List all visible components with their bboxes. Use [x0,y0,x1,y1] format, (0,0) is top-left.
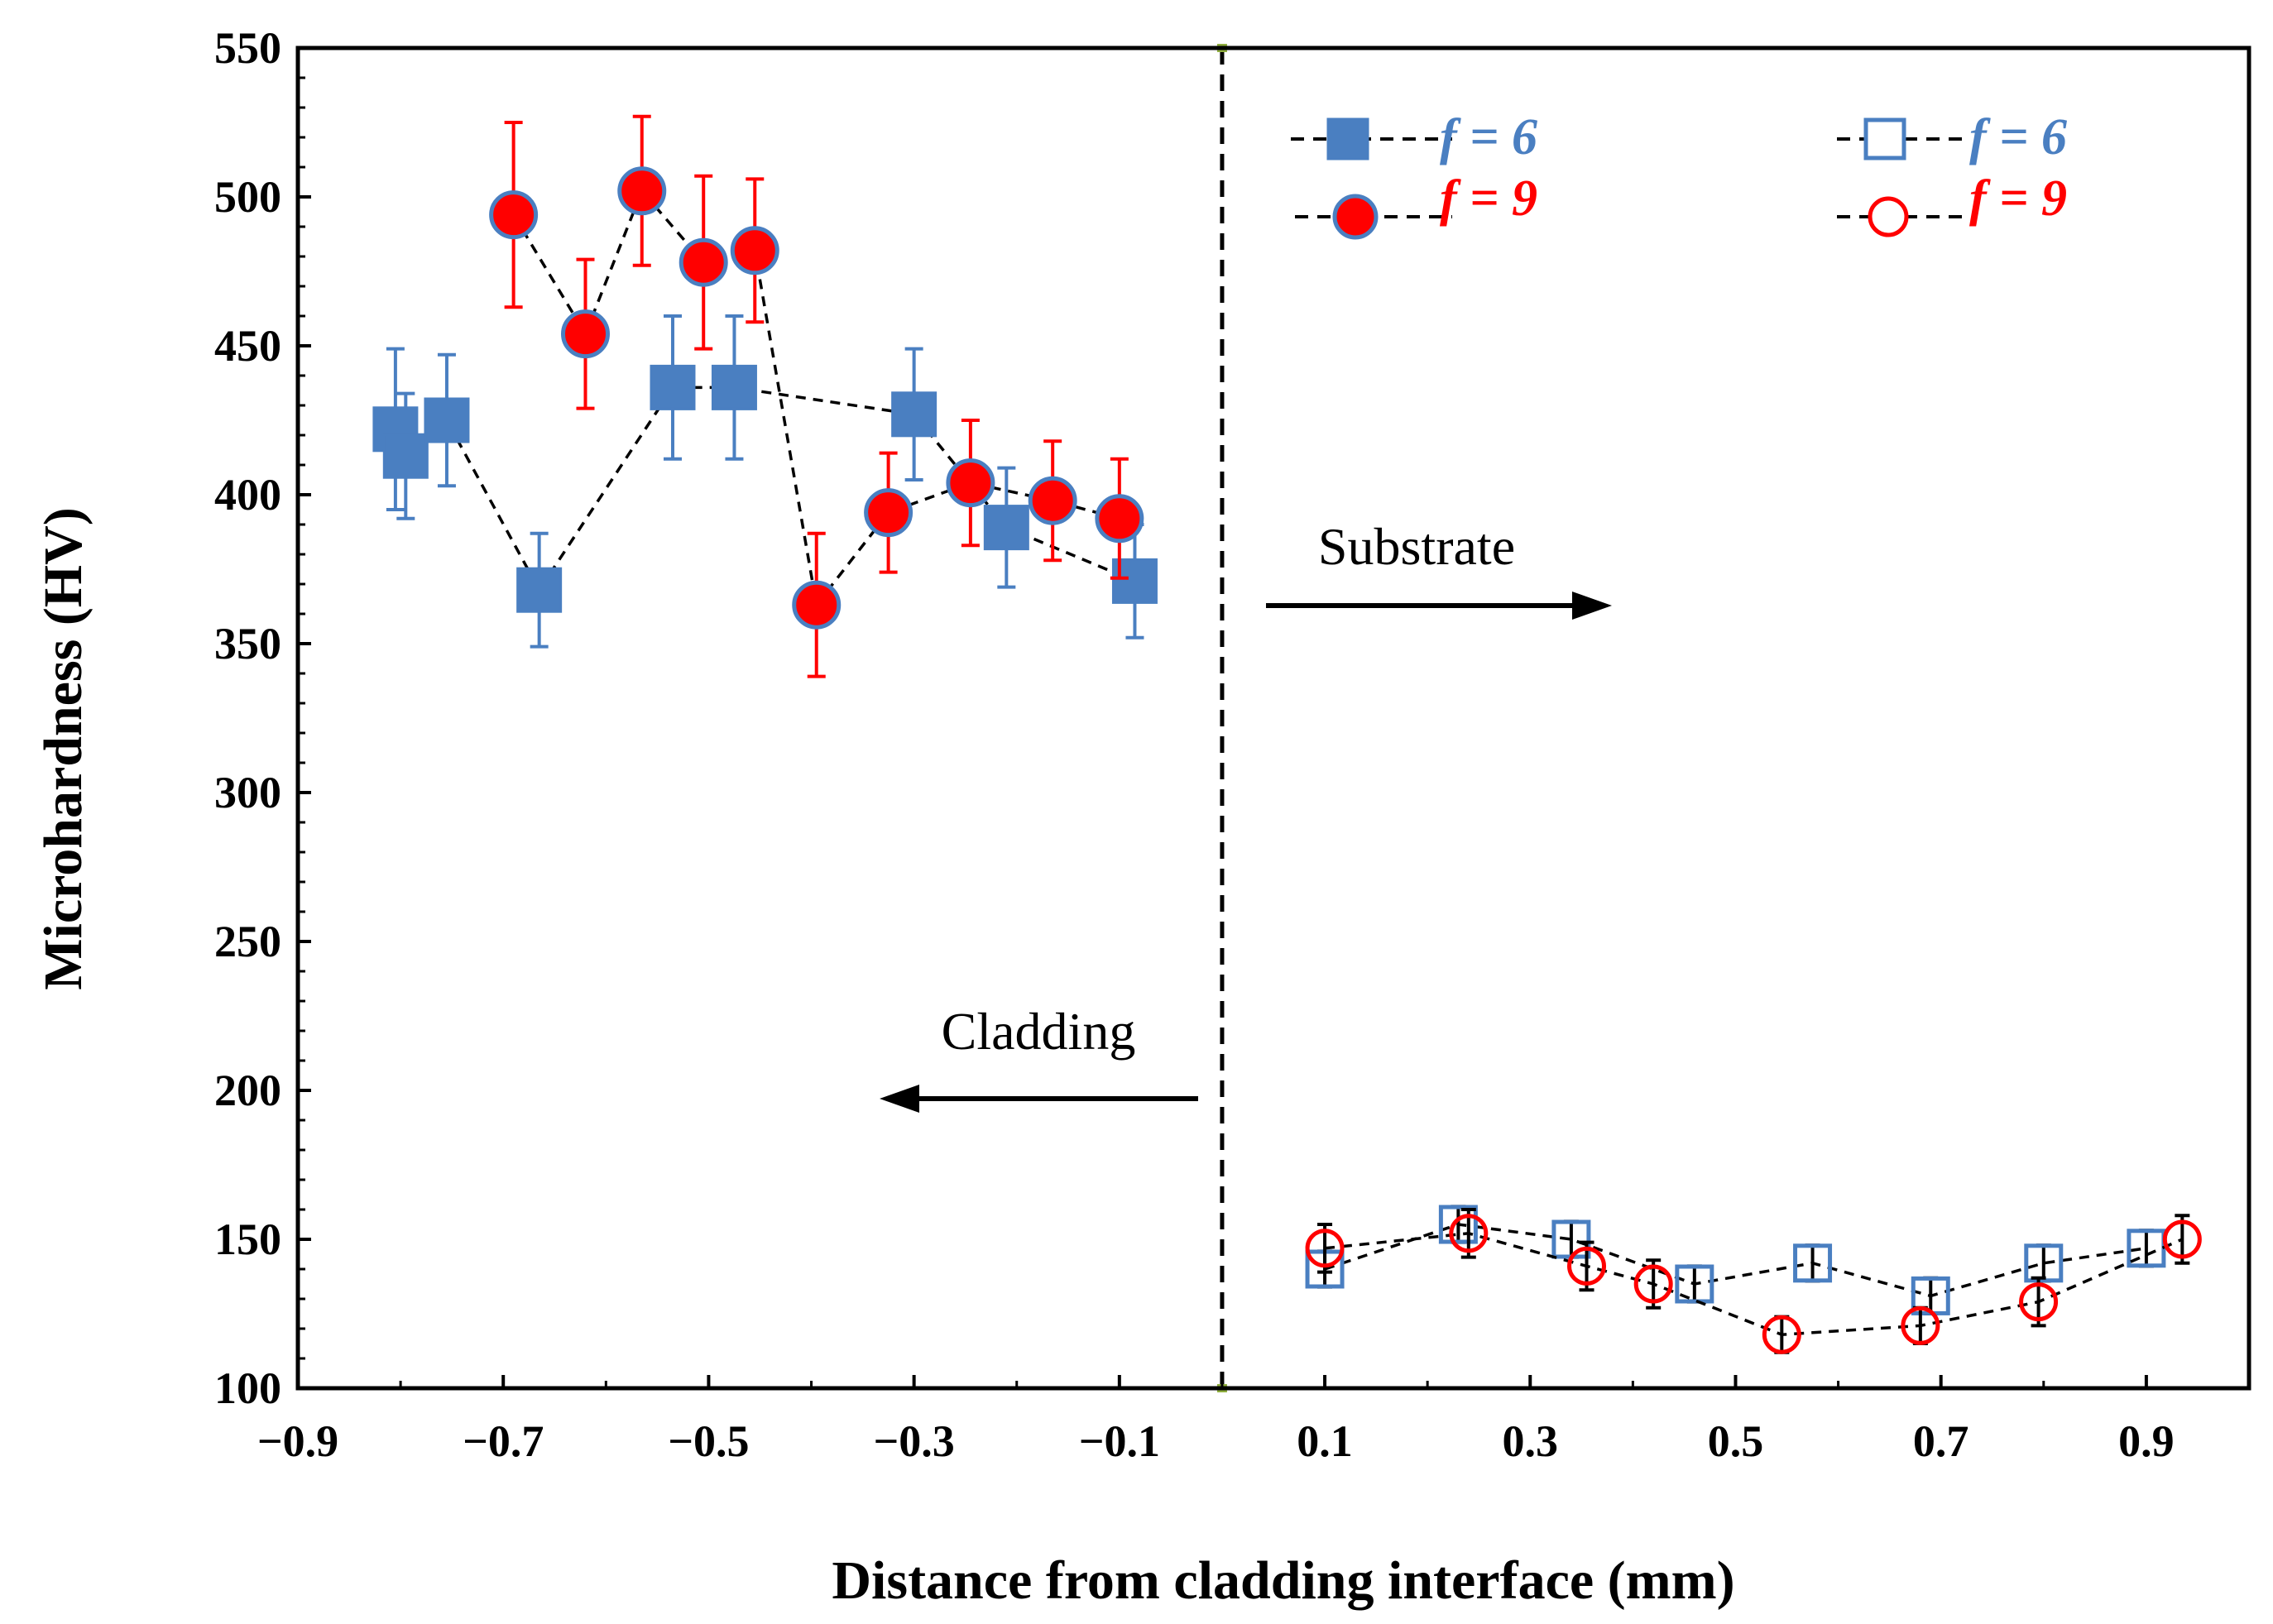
annotation-layer: Substrate Cladding [880,517,1612,1113]
substrate-annotation: Substrate [1318,517,1515,576]
cladding-arrow [880,1085,1198,1113]
y-tick-label: 400 [214,470,281,520]
y-tick-label: 550 [214,23,281,73]
data-point [617,166,667,216]
legend: f = 6 f = 9 f = 6 f = 9 [1291,109,2067,240]
x-tick-label: −0.3 [873,1416,954,1466]
x-tick-label: −0.1 [1079,1416,1160,1466]
series-line [1324,1232,2184,1336]
plot-frame [295,46,2251,1391]
y-tick-label: 250 [214,917,281,966]
series-3 [1305,1208,2202,1354]
data-point [711,364,757,410]
data-point [1449,1214,1489,1253]
data-point [424,397,470,443]
series-1 [489,114,1144,678]
data-point [560,309,610,359]
x-tick-label: 0.1 [1297,1416,1353,1466]
series-line [512,188,1120,609]
x-tick-label: 0.7 [1913,1416,1969,1466]
y-tick-label: 300 [214,768,281,817]
cladding-annotation: Cladding [942,1002,1136,1061]
data-point [792,580,842,630]
legend-label-f6-open: f = 6 [1969,109,2067,165]
data-point [1901,1305,1940,1345]
legend-item-f9-open: f = 9 [1837,170,2067,237]
series-0 [372,314,1158,649]
data-point [516,567,563,613]
x-tick-label: 0.9 [2118,1416,2175,1466]
data-point [2019,1282,2059,1322]
data-point [946,458,995,508]
x-tick-label: 0.5 [1708,1416,1764,1466]
y-tick-label: 150 [214,1214,281,1264]
data-point [382,433,429,479]
series-2 [1305,1205,2166,1315]
x-tick-label: −0.7 [463,1416,544,1466]
data-point [1567,1246,1607,1286]
legend-label-f9-filled: f = 9 [1440,170,1537,227]
data-point [2024,1243,2064,1283]
data-point [864,488,914,538]
data-point [1762,1315,1801,1354]
legend-item-f6-open: f = 6 [1837,109,2067,165]
data-point [1305,1229,1345,1268]
data-point [489,190,539,240]
legend-label-f6-filled: f = 6 [1440,109,1537,165]
data-point [730,226,779,275]
data-point [891,391,937,438]
data-point [1095,494,1144,544]
legend-label-f9-open: f = 9 [1969,170,2067,227]
data-point [650,364,696,410]
data-point [1633,1264,1673,1304]
x-tick-label: 0.3 [1503,1416,1559,1466]
substrate-arrow [1266,592,1612,620]
data-point [1111,558,1158,604]
data-point [1028,476,1077,525]
data-point [1793,1243,1833,1283]
data-point [679,237,728,287]
data-point [2162,1219,2202,1259]
x-tick-label: −0.5 [668,1416,749,1466]
y-tick-label: 100 [214,1363,281,1413]
x-tick-label: −0.9 [257,1416,338,1466]
y-tick-label: 200 [214,1066,281,1115]
series-layer [372,114,2202,1354]
y-axis-title: Microhardness (HV) [33,507,94,990]
x-axis-title: Distance from cladding interface (mm) [832,1550,1734,1611]
data-point [1438,1205,1478,1244]
y-tick-label: 500 [214,172,281,222]
y-tick-label: 450 [214,321,281,371]
legend-item-f6-filled: f = 6 [1291,109,1537,165]
data-point [1675,1264,1714,1304]
data-point [983,505,1029,551]
axes-layer: 100 150 200 250 300 350 400 450 500 550 −0.9 −0.7 −0… [214,23,2251,1466]
y-tick-label: 350 [214,619,281,668]
legend-item-f9-filled: f = 9 [1295,170,1537,240]
